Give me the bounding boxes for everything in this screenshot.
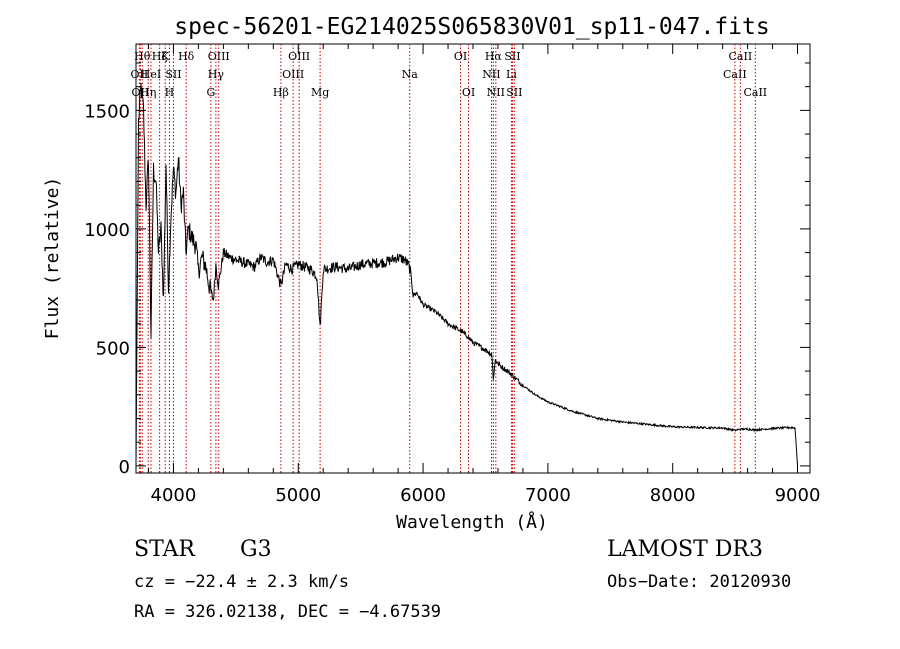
- line-label-3820: HeI: [141, 68, 161, 81]
- class-label: STAR: [134, 537, 195, 562]
- line-label-4363: OIII: [208, 50, 230, 63]
- ra-dec-value: RA = 326.02138, DEC = −4.67539: [134, 602, 442, 622]
- line-label-6583: NII: [487, 86, 505, 99]
- line-label-5175: Mg: [311, 86, 329, 99]
- y-tick-label: 1500: [84, 101, 130, 122]
- line-label-3798: Hη: [140, 86, 156, 99]
- line-label-6716: SII: [504, 50, 520, 63]
- line-label-6708: Li: [506, 68, 517, 81]
- flux-line: [135, 82, 798, 466]
- line-label-6548: NII: [482, 68, 500, 81]
- x-axis-label: Wavelength (Å): [396, 511, 548, 533]
- line-label-4340: Hγ: [208, 68, 225, 81]
- line-label-6563: Hα: [485, 50, 503, 63]
- line-label-8542: CaII: [729, 50, 753, 63]
- line-labels: OII OII Hθ Hη HeI HζK H SII Hδ Hγ G OIII Hβ OIII OIII M…: [131, 50, 768, 99]
- axis-tick-labels: 4000 5000 6000 7000 8000 9000 0 500 1000 1500: [84, 101, 820, 506]
- line-label-3735: OII: [132, 86, 150, 99]
- obs-date: Obs−Date: 20120930: [607, 572, 792, 592]
- x-tick-label: 9000: [775, 485, 821, 506]
- line-label-3750: Hθ: [134, 50, 151, 63]
- x-tick-label: 5000: [275, 485, 321, 506]
- x-tick-label: 7000: [525, 485, 571, 506]
- line-label-3968: H: [165, 86, 175, 99]
- line-label-3934: K: [161, 50, 170, 63]
- line-label-8498: CaII: [723, 68, 747, 81]
- line-label-4000: SII: [165, 68, 181, 81]
- line-markers: [138, 44, 756, 473]
- line-label-3727: OII: [131, 68, 149, 81]
- line-label-4861: Hβ: [273, 86, 289, 99]
- cz-value: cz = −22.4 ± 2.3 km/s: [134, 572, 349, 592]
- x-tick-label: 8000: [650, 485, 696, 506]
- line-label-6300: OI: [454, 50, 467, 63]
- line-label-5007: OIII: [288, 50, 310, 63]
- line-label-6364: OI: [462, 86, 475, 99]
- y-axis-label: Flux (relative): [42, 177, 63, 340]
- x-tick-label: 4000: [151, 485, 197, 506]
- plot-frame: [135, 43, 811, 474]
- y-tick-label: 0: [119, 457, 130, 478]
- survey-label: LAMOST DR3: [607, 537, 763, 562]
- y-tick-label: 1000: [84, 220, 130, 241]
- line-label-6731: SII: [506, 86, 522, 99]
- line-label-4300: G: [206, 86, 215, 99]
- flux-series: [135, 82, 798, 466]
- line-label-3889: Hζ: [152, 50, 168, 63]
- line-label-4102: Hδ: [178, 50, 195, 63]
- line-label-8662: CaII: [743, 86, 767, 99]
- y-tick-label: 500: [96, 338, 130, 359]
- x-tick-label: 6000: [400, 485, 446, 506]
- subclass-label: G3: [240, 537, 272, 562]
- line-label-4959: OIII: [282, 68, 304, 81]
- line-label-5893: Na: [402, 68, 419, 81]
- axis-ticks: [136, 44, 810, 473]
- chart-title: spec-56201-EG214025S065830V01_sp11-047.f…: [174, 14, 769, 40]
